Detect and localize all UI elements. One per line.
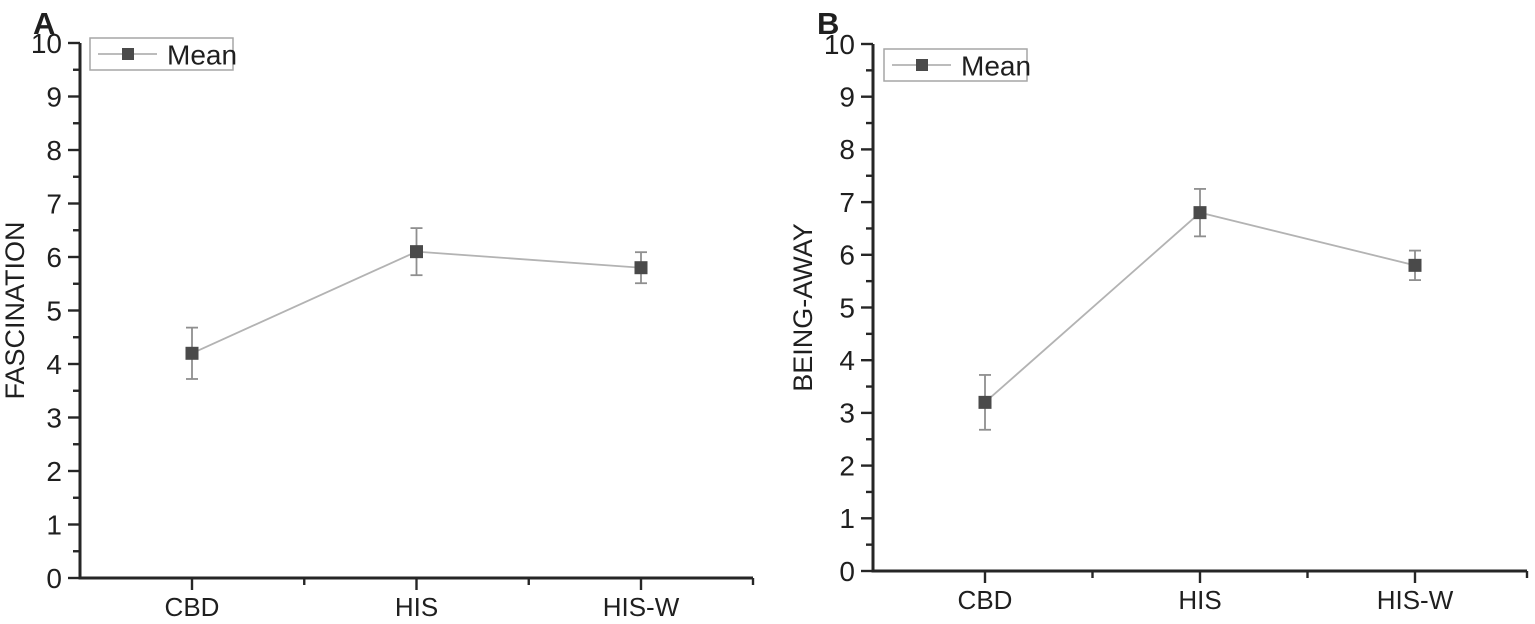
y-tick-label: 9 xyxy=(839,82,855,113)
y-tick-label: 9 xyxy=(46,81,62,112)
y-tick-label: 4 xyxy=(46,349,62,380)
chart-panel-b: B 0 1 2 3 4 5 6 7 8 9 10 CBD HIS HIS-W BEING-AWAY Mean xyxy=(788,6,1529,615)
panel-label-a: A xyxy=(33,6,55,41)
y-tick-label: 0 xyxy=(839,556,855,587)
y-tick-label: 8 xyxy=(46,135,62,166)
y-tick-label: 1 xyxy=(46,509,62,540)
legend-marker-sample xyxy=(916,59,928,71)
data-point-marker xyxy=(1408,258,1422,272)
y-tick-label: 7 xyxy=(839,187,855,218)
y-tick-label: 6 xyxy=(839,240,855,271)
y-tick-label: 3 xyxy=(46,402,62,433)
panel-label-b: B xyxy=(817,6,839,41)
legend-marker-sample xyxy=(122,48,134,60)
data-point-marker xyxy=(1193,206,1207,220)
y-tick-label: 6 xyxy=(46,242,62,273)
y-tick-label: 1 xyxy=(839,503,855,534)
legend: Mean xyxy=(89,37,237,71)
y-tick-label: 4 xyxy=(839,345,855,376)
y-tick-label: 2 xyxy=(839,450,855,481)
y-tick-label: 10 xyxy=(824,29,855,60)
x-tick-label: CBD xyxy=(165,592,220,622)
y-tick-label: 2 xyxy=(46,456,62,487)
y-tick-label: 10 xyxy=(31,28,62,59)
data-point-marker xyxy=(634,261,648,275)
x-tick-label: HIS xyxy=(1178,585,1221,615)
legend-label: Mean xyxy=(167,39,237,70)
y-tick-label: 7 xyxy=(46,188,62,219)
y-axis-title: FASCINATION xyxy=(0,221,30,399)
x-tick-label: HIS xyxy=(395,592,438,622)
x-tick-label: HIS-W xyxy=(603,592,680,622)
x-tick-label: HIS-W xyxy=(1377,585,1454,615)
chart-panel-a: A 0 1 2 3 4 5 6 7 8 9 10 CBD HIS HIS-W FASCINATION Mean xyxy=(0,6,755,622)
data-point-marker xyxy=(185,346,199,360)
y-tick-label: 8 xyxy=(839,134,855,165)
legend: Mean xyxy=(883,48,1031,82)
y-tick-label: 0 xyxy=(46,563,62,594)
data-point-marker xyxy=(410,245,423,259)
y-axis-title: BEING-AWAY xyxy=(788,223,818,392)
legend-label: Mean xyxy=(961,50,1031,81)
y-tick-label: 5 xyxy=(46,295,62,326)
data-point-marker xyxy=(978,395,992,409)
y-tick-label: 5 xyxy=(839,292,855,323)
x-tick-label: CBD xyxy=(958,585,1013,615)
y-tick-label: 3 xyxy=(839,398,855,429)
